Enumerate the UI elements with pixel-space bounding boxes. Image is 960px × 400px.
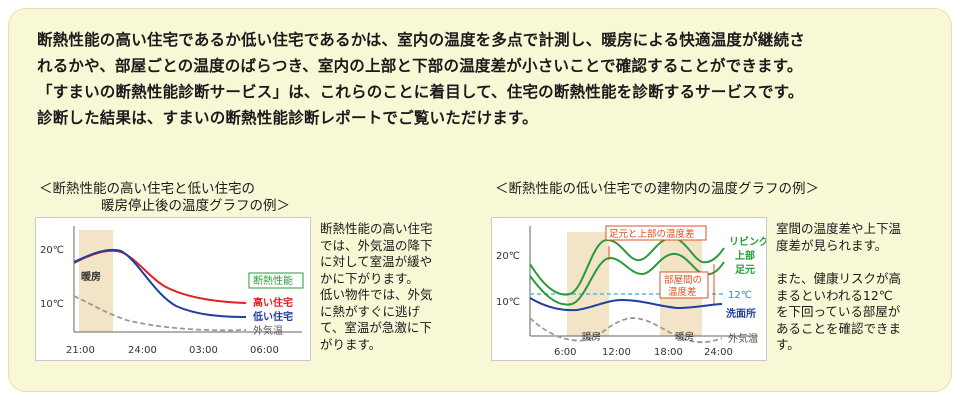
left-desc-line: に熱がすぐに逃げ — [320, 303, 421, 319]
left-desc-line: 断熱性能の高い住宅 — [320, 221, 433, 236]
info-panel: 断熱性能の高い住宅であるか低い住宅であるかは、室内の温度を多点で計測し、暖房によ… — [8, 8, 952, 392]
heating-band-label: 暖房 — [81, 270, 101, 283]
intro-text: 断熱性能の高い住宅であるか低い住宅であるかは、室内の温度を多点で計測し、暖房によ… — [37, 27, 937, 131]
y-tick-20: 20℃ — [496, 251, 520, 262]
note-mid-label-1: 部屋間の — [664, 274, 702, 286]
y-tick-10: 10℃ — [40, 299, 64, 310]
x-tick-1200: 12:00 — [602, 347, 631, 358]
band-label-evening: 暖房 — [675, 331, 694, 343]
right-desc-line: 度差が見られます。 — [776, 237, 888, 253]
left-desc-line: 低い物件では、外気 — [320, 287, 433, 302]
legend-box-label: 断熱性能 — [253, 274, 293, 287]
legend-living: リビング — [729, 235, 766, 248]
right-desc-line: を下回っている部屋が — [776, 304, 901, 319]
legend-low: 低い住宅 — [252, 310, 293, 323]
wash-room-line — [529, 297, 723, 312]
x-tick-2100: 21:00 — [66, 345, 95, 356]
left-desc-line: かに下がります。 — [320, 270, 419, 286]
right-desc-line: す。 — [776, 337, 800, 352]
living-upper-line — [529, 236, 725, 296]
right-desc-line: まるといわれる12℃ — [776, 287, 893, 303]
left-desc-line: がります。 — [320, 336, 382, 352]
y-tick-20: 20℃ — [40, 245, 64, 256]
intro-line-3: 「すまいの断熱性能診断サービス」は、これらのことに着目して、住宅の断熱性能を診断… — [37, 83, 804, 101]
legend-wash: 洗面所 — [726, 307, 756, 320]
outside-temp-line — [529, 317, 723, 344]
note-top-box — [605, 225, 707, 241]
right-chart: 20℃ 10℃ 12℃ 足元と上部の温度差 部屋間の 温度差 リビング 上部 足… — [496, 225, 769, 358]
left-chart-box: 20℃ 10℃ 暖房 断熱性能 高い住宅 低い住宅 外気温 21:00 24:0… — [35, 217, 311, 361]
x-tick-0600: 06:00 — [250, 345, 279, 356]
right-desc-line: 室間の温度差や上下温 — [776, 221, 902, 236]
right-chart-box: 20℃ 10℃ 12℃ 足元と上部の温度差 部屋間の 温度差 リビング 上部 足… — [491, 217, 769, 361]
left-caption-line-2: 暖房停止後の温度グラフの例＞ — [101, 198, 290, 214]
legend-foot: 足元 — [735, 264, 755, 276]
right-description-1: 室間の温度差や上下温 度差が見られます。 — [776, 221, 901, 254]
right-desc-line: また、健康リスクが高 — [776, 271, 902, 286]
legend-outside: 外気温 — [253, 324, 283, 337]
left-desc-line: て、室温が急激に下 — [320, 320, 432, 335]
x-tick-0600: 6:00 — [554, 347, 576, 358]
right-desc-line: あることを確認できま — [776, 320, 902, 336]
left-chart: 20℃ 10℃ 暖房 断熱性能 高い住宅 低い住宅 外気温 21:00 24:0… — [40, 226, 304, 356]
legend-box — [248, 272, 304, 289]
note-top-label: 足元と上部の温度差 — [609, 228, 695, 240]
low-insulation-line — [73, 248, 247, 318]
x-tick-1800: 18:00 — [654, 347, 683, 358]
left-caption-line-1: ＜断熱性能の高い住宅と低い住宅の — [39, 181, 255, 197]
legend-outside: 外気温 — [728, 332, 758, 345]
intro-line-1: 断熱性能の高い住宅であるか低い住宅であるかは、室内の温度を多点で計測し、暖房によ… — [37, 31, 805, 49]
threshold-label: 12℃ — [728, 290, 752, 301]
x-tick-2400: 24:00 — [704, 347, 733, 358]
left-desc-line: に対して室温が緩や — [320, 254, 433, 269]
right-description-2: また、健康リスクが高 まるといわれる12℃ を下回っている部屋が あることを確認… — [776, 271, 901, 354]
left-description: 断熱性能の高い住宅 では、外気温の降下 に対して室温が緩や かに下がります。 低… — [320, 221, 433, 353]
outside-temp-line — [73, 295, 247, 332]
band-label-morning: 暖房 — [582, 331, 601, 343]
legend-upper: 上部 — [735, 249, 755, 262]
x-tick-0300: 03:00 — [189, 345, 218, 356]
right-caption: ＜断熱性能の低い住宅での建物内の温度グラフの例＞ — [495, 181, 819, 197]
heating-band — [79, 230, 113, 332]
intro-line-4: 診断した結果は、すまいの断熱性能診断レポートでご覧いただけます。 — [37, 109, 538, 127]
note-mid-label-2: 温度差 — [668, 286, 697, 298]
intro-line-2: れるかや、部屋ごとの温度のばらつき、室内の上部と下部の温度差が小さいことで確認す… — [37, 57, 803, 75]
y-tick-10: 10℃ — [496, 297, 520, 308]
note-mid-box — [659, 271, 709, 299]
x-tick-2400: 24:00 — [128, 345, 157, 356]
left-desc-line: では、外気温の降下 — [320, 237, 433, 253]
legend-high: 高い住宅 — [253, 296, 293, 309]
